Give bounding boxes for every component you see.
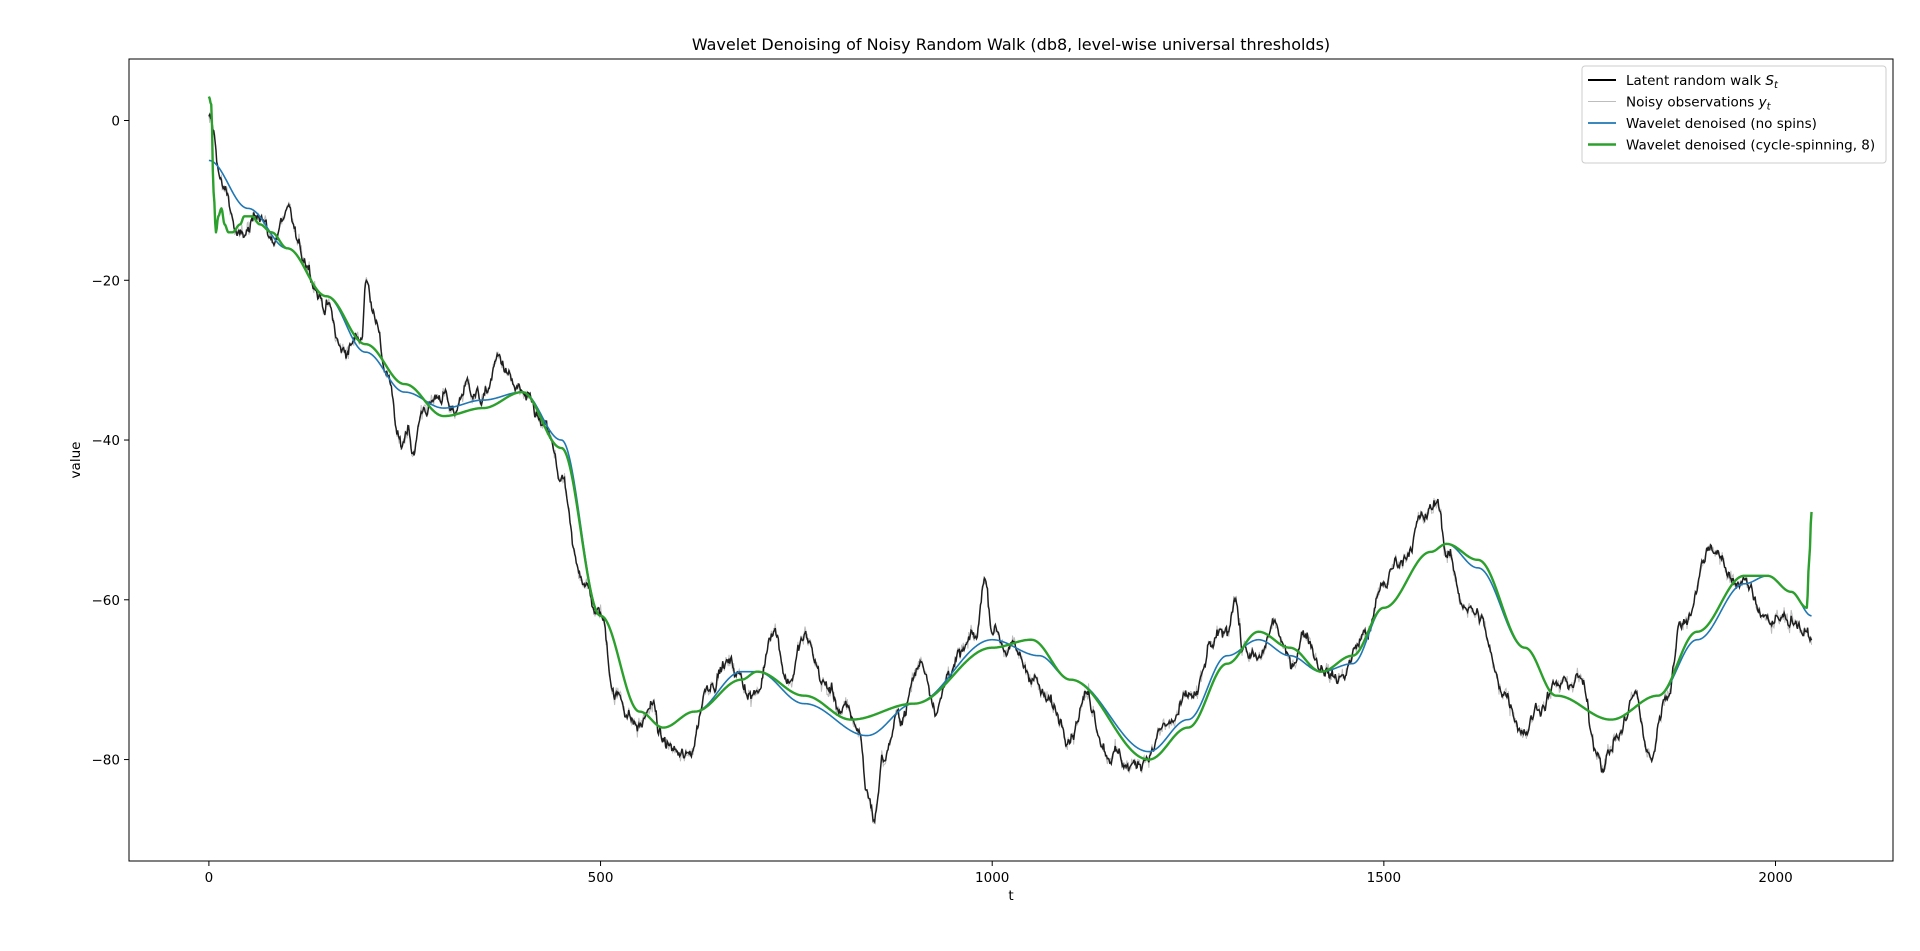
axes-frame xyxy=(128,58,1894,862)
y-axis: 0 −20 −40 −60 −80 xyxy=(92,114,129,769)
series-noisy-observations xyxy=(208,111,1813,824)
x-tick-label: 1500 xyxy=(1367,870,1401,886)
legend-entry: Wavelet denoised (no spins) xyxy=(1626,116,1817,132)
y-tick-label: −60 xyxy=(92,593,121,609)
y-tick-label: −40 xyxy=(92,433,121,449)
x-tick-label: 1000 xyxy=(975,870,1009,886)
legend: Latent random walk St Noisy observations … xyxy=(1581,65,1887,164)
legend-entry: Wavelet denoised (cycle-spinning, 8) xyxy=(1626,138,1875,154)
y-tick-label: −80 xyxy=(92,753,121,769)
y-axis-label: value xyxy=(68,442,84,479)
chart-title: Wavelet Denoising of Noisy Random Walk (… xyxy=(692,35,1330,54)
series-layer xyxy=(207,96,1813,825)
x-axis: 0 500 1000 1500 2000 xyxy=(205,861,1793,886)
y-tick-label: −20 xyxy=(92,273,121,289)
legend-entry: Noisy observations yt xyxy=(1626,95,1772,113)
legend-entry: Latent random walk St xyxy=(1626,73,1779,91)
x-tick-label: 500 xyxy=(588,870,614,886)
plot-area: 0 500 1000 1500 2000 0 −20 −40 −60 −80 xyxy=(92,58,1894,886)
y-tick-label: 0 xyxy=(111,114,120,130)
x-tick-label: 2000 xyxy=(1758,870,1792,886)
series-wavelet-cycle-spinning xyxy=(207,96,1813,761)
legend-box xyxy=(1581,65,1887,164)
x-axis-label: t xyxy=(1008,888,1013,904)
x-tick-label: 0 xyxy=(205,870,214,886)
